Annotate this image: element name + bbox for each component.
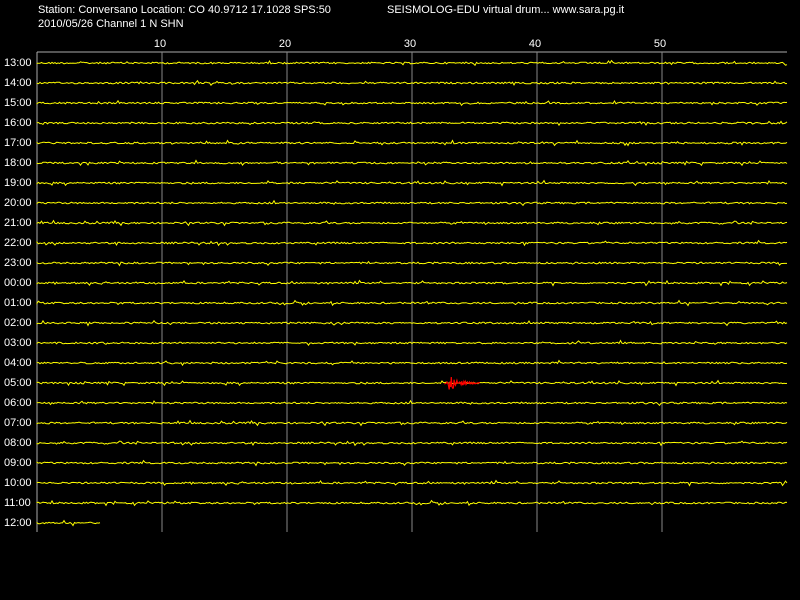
- minute-tick-label: 30: [404, 38, 416, 50]
- hour-label: 04:00: [4, 357, 32, 369]
- station-info: Station: Conversano Location: CO 40.9712…: [38, 4, 331, 16]
- seismic-trace: [36, 159, 788, 167]
- seismic-trace: [36, 260, 787, 267]
- seismic-trace: [36, 359, 788, 367]
- seismic-trace: [36, 459, 788, 467]
- hour-label: 09:00: [4, 457, 32, 469]
- hour-label: 15:00: [4, 97, 32, 109]
- hour-label: 13:00: [4, 57, 32, 69]
- earthquake-event: [444, 377, 481, 390]
- hour-label: 07:00: [4, 417, 32, 429]
- seismic-trace: [36, 219, 788, 227]
- seismic-trace: [36, 440, 788, 447]
- seismic-trace: [36, 499, 788, 507]
- hour-label: 12:00: [4, 517, 32, 529]
- seismic-trace: [36, 419, 788, 427]
- hour-label: 14:00: [4, 77, 32, 89]
- hour-label: 06:00: [4, 397, 32, 409]
- seismic-trace: [36, 199, 788, 207]
- minute-tick-label: 50: [654, 38, 666, 50]
- seismic-trace: [36, 59, 788, 67]
- hour-label: 01:00: [4, 297, 32, 309]
- app-title: SEISMOLOG-EDU virtual drum... www.sara.p…: [387, 4, 624, 16]
- seismic-trace: [36, 299, 788, 307]
- seismic-trace: [36, 479, 788, 487]
- hour-label: 02:00: [4, 317, 32, 329]
- seismic-trace: [36, 79, 788, 87]
- minute-tick-label: 10: [154, 38, 166, 50]
- seismic-trace: [36, 319, 788, 327]
- hour-label: 18:00: [4, 157, 32, 169]
- minute-tick-label: 40: [529, 38, 541, 50]
- seismic-trace: [36, 379, 788, 387]
- hour-label: 17:00: [4, 137, 32, 149]
- hour-label: 03:00: [4, 337, 32, 349]
- seismic-trace: [36, 99, 788, 107]
- seismic-trace: [36, 239, 788, 247]
- hour-label: 10:00: [4, 477, 32, 489]
- hour-label: 21:00: [4, 217, 32, 229]
- seismic-trace: [36, 120, 788, 127]
- seismic-trace: [36, 139, 788, 147]
- seismic-trace: [36, 399, 788, 407]
- minute-tick-label: 20: [279, 38, 291, 50]
- hour-label: 11:00: [4, 497, 31, 509]
- hour-label: 22:00: [4, 237, 32, 249]
- seismic-trace: [36, 339, 788, 347]
- hour-label: 16:00: [4, 117, 32, 129]
- seismic-trace: [36, 519, 101, 527]
- seismic-trace: [36, 279, 788, 287]
- date-channel: 2010/05/26 Channel 1 N SHN: [38, 18, 184, 30]
- seismic-trace: [36, 179, 788, 187]
- hour-label: 23:00: [4, 257, 32, 269]
- hour-label: 20:00: [4, 197, 32, 209]
- hour-label: 19:00: [4, 177, 32, 189]
- hour-label: 08:00: [4, 437, 32, 449]
- hour-label: 00:00: [4, 277, 32, 289]
- hour-label: 05:00: [4, 377, 32, 389]
